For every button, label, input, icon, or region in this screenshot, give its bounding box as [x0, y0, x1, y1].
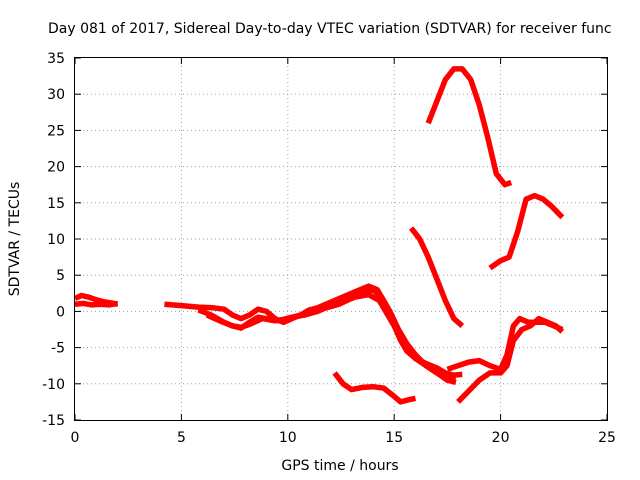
y-tick-label: 20 [47, 160, 65, 176]
series-line-11 [488, 192, 565, 271]
y-tick-label: 10 [47, 232, 65, 248]
chart-title: Day 081 of 2017, Sidereal Day-to-day VTE… [48, 21, 612, 37]
series-line-5 [205, 286, 457, 386]
y-tick-label: 25 [47, 123, 65, 139]
y-tick-label: 15 [47, 196, 65, 212]
series-line-7 [409, 226, 465, 328]
x-axis-label: GPS time / hours [281, 458, 398, 474]
y-tick-label: 0 [56, 304, 65, 320]
grid [75, 58, 607, 420]
x-tick-label: 5 [177, 430, 186, 446]
y-tick-label: 35 [47, 51, 65, 67]
x-tick-label: 0 [71, 430, 80, 446]
x-tick-label: 15 [385, 430, 403, 446]
data-traces [73, 66, 565, 405]
series-line-8 [425, 66, 513, 188]
plot-frame [74, 57, 608, 421]
axis-ticks: 0 5 10 15 20 25 -15 -10 -5 0 5 10 15 20 25 30 35 [42, 51, 616, 446]
x-tick-label: 20 [492, 430, 510, 446]
y-tick-label: 5 [56, 268, 65, 284]
y-tick-label: 30 [47, 87, 65, 103]
y-tick-label: -5 [51, 341, 65, 357]
y-tick-label: -15 [42, 413, 65, 429]
series-line-2 [74, 300, 119, 308]
x-tick-label: 25 [598, 430, 616, 446]
series-line-6 [332, 371, 417, 405]
x-tick-label: 10 [279, 430, 297, 446]
series-line-10 [456, 315, 565, 404]
y-axis-label: SDTVAR / TECUs [7, 182, 23, 297]
y-tick-label: -10 [42, 377, 65, 393]
